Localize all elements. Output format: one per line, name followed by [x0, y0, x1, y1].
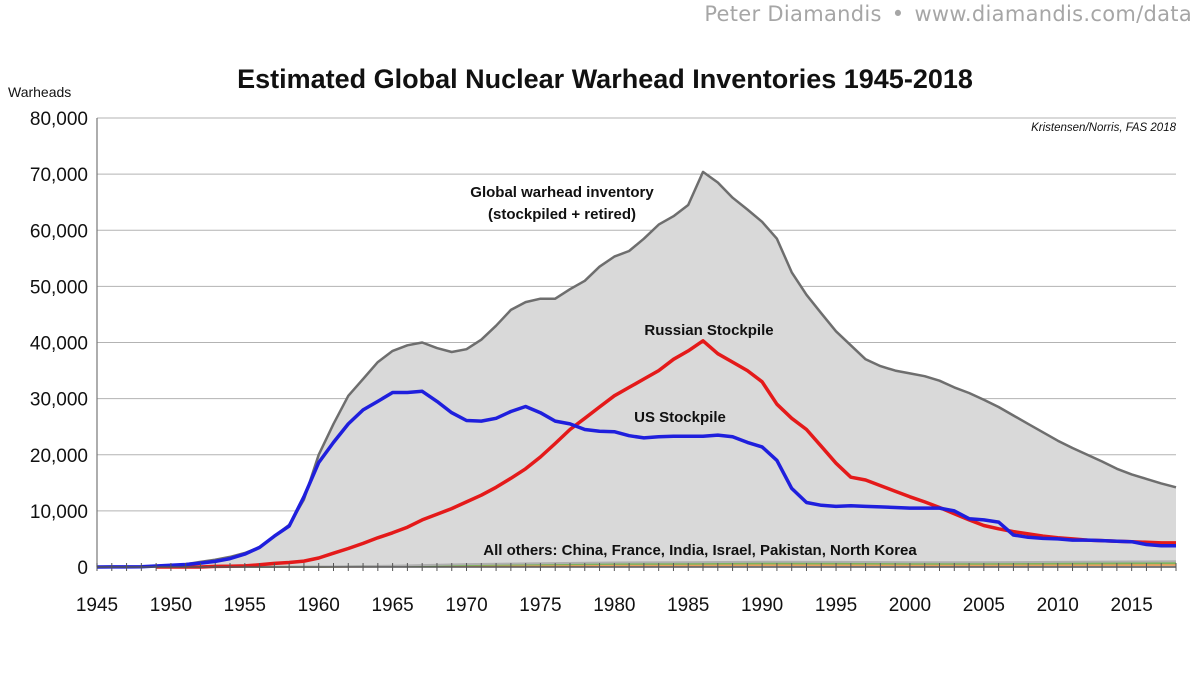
axes: [96, 118, 1177, 571]
others-annotation: All others: China, France, India, Israel…: [483, 542, 917, 559]
x-tick-2015: 2015: [1111, 595, 1153, 616]
x-tick-2005: 2005: [963, 595, 1005, 616]
y-axis-label: Warheads: [8, 84, 71, 100]
y-tick-20000: 20,000: [30, 446, 88, 467]
x-tick-1990: 1990: [741, 595, 783, 616]
x-tick-1980: 1980: [593, 595, 635, 616]
x-tick-1960: 1960: [298, 595, 340, 616]
us-line: [96, 389, 1176, 569]
chart-title: Estimated Global Nuclear Warhead Invento…: [237, 64, 973, 94]
global-annotation-line1: Global warhead inventory: [470, 184, 654, 201]
us-annotation: US Stockpile: [634, 409, 726, 426]
y-tick-80000: 80,000: [30, 109, 88, 130]
x-tick-1970: 1970: [445, 595, 487, 616]
author-name: Peter Diamandis: [704, 2, 882, 26]
x-tick-1985: 1985: [667, 595, 709, 616]
x-tick-1995: 1995: [815, 595, 857, 616]
x-tick-1975: 1975: [519, 595, 561, 616]
x-tick-labels: 1945 1950 1955 1960 1965 1970 1975 1980 1985 1990…: [76, 595, 1153, 616]
russia-annotation: Russian Stockpile: [644, 322, 773, 339]
x-tick-1965: 1965: [371, 595, 413, 616]
x-tick-1945: 1945: [76, 595, 118, 616]
source-note: Kristensen/Norris, FAS 2018: [1031, 122, 1176, 134]
attribution-header: Peter Diamandis • www.diamandis.com/data: [704, 2, 1192, 26]
y-tick-70000: 70,000: [30, 165, 88, 186]
y-tick-40000: 40,000: [30, 334, 88, 355]
global-inventory-area: [97, 171, 1176, 567]
source-url: www.diamandis.com/data: [914, 2, 1192, 26]
y-tick-50000: 50,000: [30, 277, 88, 298]
y-tick-labels: 0 10,000 20,000 30,000 40,000 50,000 60,000 70,…: [30, 109, 88, 579]
separator-dot: •: [891, 2, 905, 26]
y-tick-60000: 60,000: [30, 221, 88, 242]
x-tick-2000: 2000: [889, 595, 931, 616]
y-tick-10000: 10,000: [30, 502, 88, 523]
global-annotation-line2: (stockpiled + retired): [488, 206, 636, 223]
area-layer: [97, 171, 1176, 567]
y-tick-30000: 30,000: [30, 390, 88, 411]
y-tick-0: 0: [77, 558, 88, 579]
x-tick-2010: 2010: [1037, 595, 1079, 616]
x-tick-1950: 1950: [150, 595, 192, 616]
x-tick-1955: 1955: [224, 595, 266, 616]
